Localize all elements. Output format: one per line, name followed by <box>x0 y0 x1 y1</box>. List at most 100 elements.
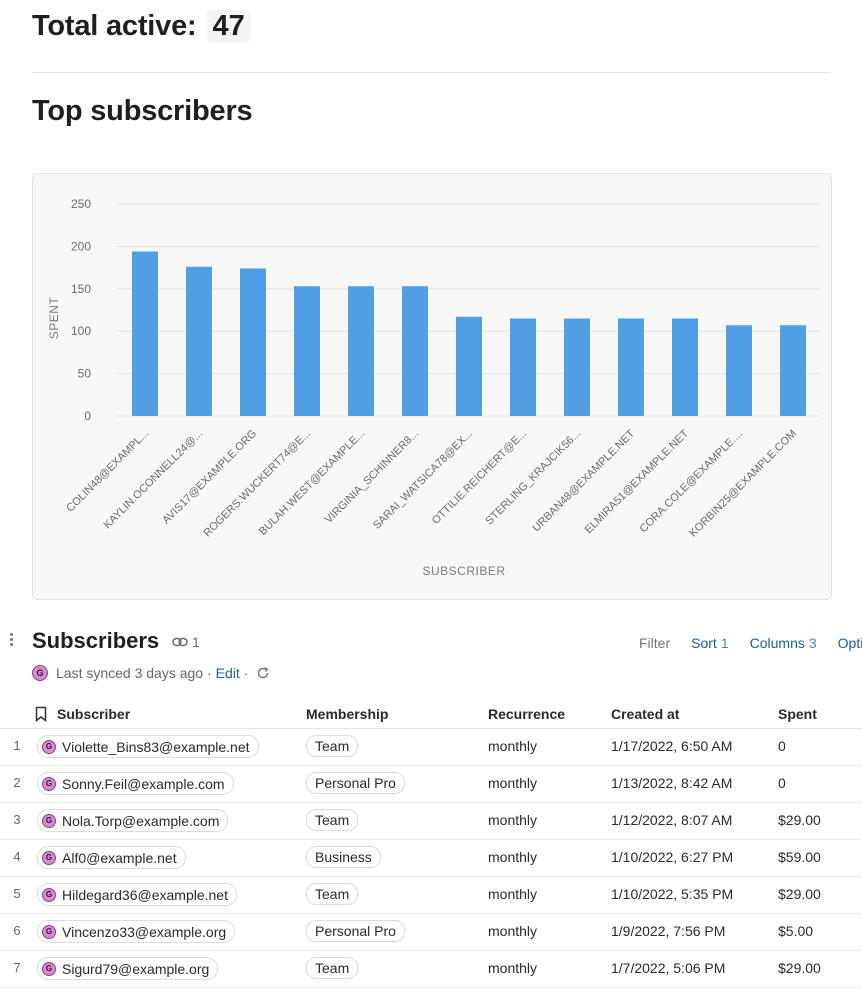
x-axis-title: SUBSCRIBER <box>422 564 505 578</box>
y-tick-label: 0 <box>84 409 91 423</box>
column-header-spent[interactable]: Spent <box>778 706 817 722</box>
x-tick-label: VIRGINIA_SCHINNER8... <box>323 428 421 526</box>
bookmark-icon[interactable] <box>34 706 48 725</box>
row-number: 1 <box>13 738 21 753</box>
drag-handle-icon[interactable] <box>9 633 15 649</box>
bar-chart: 050100150200250COLIN48@EXAMPL...KAYLIN.O… <box>47 197 820 578</box>
column-header-recurrence[interactable]: Recurrence <box>488 706 566 722</box>
subscriber-chip[interactable]: G Alf0@example.net <box>37 846 186 869</box>
membership-badge: Team <box>306 957 359 979</box>
filter-button[interactable]: Filter <box>639 635 671 651</box>
spent-cell: 0 <box>778 775 786 791</box>
row-number: 4 <box>13 849 21 864</box>
edit-link[interactable]: Edit <box>215 665 240 681</box>
membership-badge: Business <box>306 846 381 868</box>
top-subscribers-chart: 0 50 100 150 200 250 COLIN48@EXAMPL... KAYLIN.O… <box>32 173 832 600</box>
subscriber-email: Vincenzo33@example.org <box>62 923 227 940</box>
avatar: G <box>32 665 48 681</box>
x-tick-label: STERLING_KRAJCIK56... <box>483 428 583 528</box>
linked-count[interactable]: 1 <box>172 634 200 650</box>
sort-button[interactable]: Sort 1 <box>691 635 728 651</box>
bar[interactable] <box>240 268 266 416</box>
avatar: G <box>42 776 56 791</box>
columns-button[interactable]: Columns 3 <box>750 635 817 651</box>
table-row[interactable]: 7 G Sigurd79@example.org Team monthly 1/7/202… <box>0 950 862 988</box>
membership-badge: Team <box>306 809 359 831</box>
subscriber-email: Nola.Torp@example.com <box>62 812 220 829</box>
x-tick-label: KAYLIN.OCONNELL24@... <box>102 428 206 532</box>
subscriber-chip[interactable]: G Nola.Torp@example.com <box>37 809 229 832</box>
bar[interactable] <box>672 318 698 416</box>
table-row[interactable]: 3 G Nola.Torp@example.com Team monthly 1/12/2… <box>0 802 862 840</box>
column-header-created-at[interactable]: Created at <box>611 706 680 722</box>
table-row[interactable]: 6 G Vincenzo33@example.org Personal Pro mont… <box>0 913 862 951</box>
recurrence-cell: monthly <box>488 886 538 902</box>
options-button[interactable]: Options <box>837 635 862 651</box>
subscriber-email: Sigurd79@example.org <box>62 960 210 977</box>
created-at-cell: 1/10/2022, 6:27 PM <box>611 849 734 865</box>
subscriber-chip[interactable]: G Violette_Bins83@example.net <box>37 735 259 758</box>
spent-cell: $5.00 <box>778 923 814 939</box>
bar[interactable] <box>618 318 644 416</box>
table-header: Subscriber Membership Recurrence Created… <box>0 700 862 729</box>
bar[interactable] <box>726 325 752 416</box>
subscriber-email: Hildegard36@example.net <box>62 886 228 903</box>
row-number: 6 <box>13 923 21 938</box>
x-tick-label: ROGERS.WUCKERT74@E... <box>201 428 313 540</box>
table-row[interactable]: 5 G Hildegard36@example.net Team monthly 1/10… <box>0 876 862 914</box>
subscriber-chip[interactable]: G Sonny.Feil@example.com <box>37 772 234 795</box>
table-row[interactable]: 4 G Alf0@example.net Business monthly 1/10/20… <box>0 839 862 877</box>
subscriber-chip[interactable]: G Sigurd79@example.org <box>37 957 219 980</box>
bar[interactable] <box>564 318 590 416</box>
membership-badge: Personal Pro <box>306 772 405 794</box>
bar[interactable] <box>402 286 428 416</box>
recurrence-cell: monthly <box>488 812 538 828</box>
subscriber-chip[interactable]: G Vincenzo33@example.org <box>37 920 236 943</box>
recurrence-cell: monthly <box>488 960 538 976</box>
bar[interactable] <box>132 251 158 416</box>
sort-count: 1 <box>720 635 729 651</box>
recurrence-cell: monthly <box>488 849 538 865</box>
x-tick-label: AVIS17@EXAMPLE.ORG <box>160 428 259 527</box>
column-header-subscriber[interactable]: Subscriber <box>57 706 131 722</box>
subscribers-title: Subscribers <box>32 628 160 653</box>
spent-cell: $29.00 <box>778 886 821 902</box>
recurrence-cell: monthly <box>488 923 538 939</box>
bar[interactable] <box>456 316 482 416</box>
bar[interactable] <box>294 286 320 416</box>
spent-cell: $29.00 <box>778 960 821 976</box>
linked-count-value: 1 <box>192 634 200 650</box>
table-row[interactable]: 1 G Violette_Bins83@example.net Team monthly… <box>0 728 862 766</box>
created-at-cell: 1/17/2022, 6:50 AM <box>611 738 733 754</box>
subscriber-email: Alf0@example.net <box>62 849 177 866</box>
created-at-cell: 1/10/2022, 5:35 PM <box>611 886 734 902</box>
bar[interactable] <box>348 286 374 416</box>
bar[interactable] <box>186 266 212 416</box>
y-tick-label: 200 <box>71 239 91 253</box>
row-number: 3 <box>13 812 21 827</box>
refresh-icon[interactable] <box>256 666 270 680</box>
membership-badge: Personal Pro <box>306 920 405 942</box>
bar[interactable] <box>780 325 806 416</box>
total-active: Total active: 47 <box>32 8 251 44</box>
y-axis-title: SPENT <box>47 297 61 340</box>
created-at-cell: 1/7/2022, 5:06 PM <box>611 960 726 976</box>
created-at-cell: 1/13/2022, 8:42 AM <box>611 775 733 791</box>
table-row[interactable]: 2 G Sonny.Feil@example.com Personal Pro mont… <box>0 765 862 803</box>
subscriber-chip[interactable]: G Hildegard36@example.net <box>37 883 237 906</box>
spent-cell: $29.00 <box>778 812 821 828</box>
link-icon <box>172 637 188 647</box>
column-header-membership[interactable]: Membership <box>306 706 389 722</box>
created-at-cell: 1/12/2022, 8:07 AM <box>611 812 733 828</box>
subscriber-email: Sonny.Feil@example.com <box>62 775 225 792</box>
bar[interactable] <box>510 318 536 416</box>
divider <box>32 72 831 73</box>
recurrence-cell: monthly <box>488 738 538 754</box>
created-at-cell: 1/9/2022, 7:56 PM <box>611 923 726 939</box>
avatar: G <box>42 813 56 828</box>
avatar: G <box>42 850 56 865</box>
y-tick-label: 150 <box>71 282 91 296</box>
membership-badge: Team <box>306 883 359 905</box>
membership-badge: Team <box>306 735 359 757</box>
